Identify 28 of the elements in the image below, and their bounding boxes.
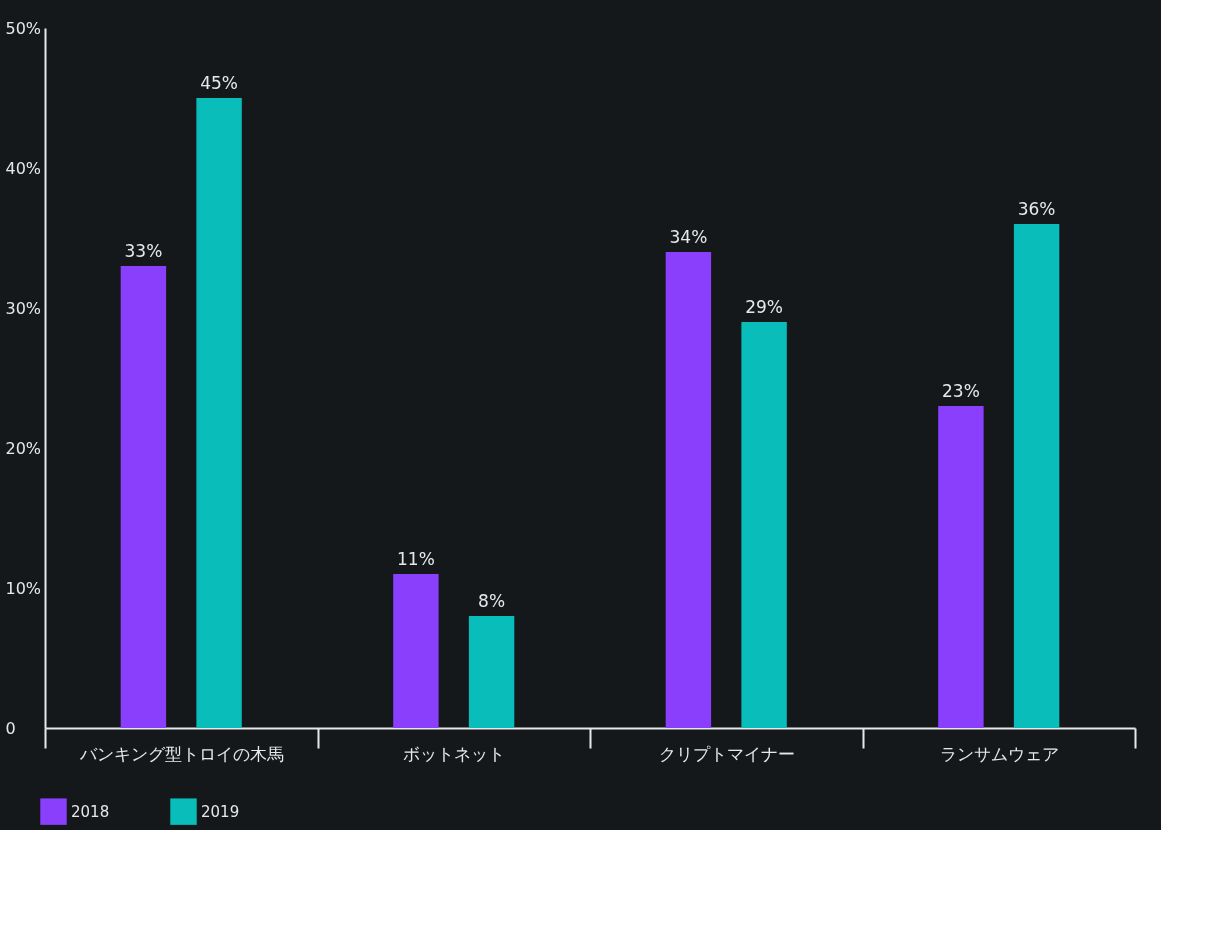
x-tick-label: バンキング型トロイの木馬 xyxy=(78,743,284,764)
y-tick-label: 0 xyxy=(5,718,16,738)
y-tick-label: 50% xyxy=(5,18,42,38)
y-tick-label: 20% xyxy=(5,438,42,458)
data-label: 29% xyxy=(745,297,783,317)
legend-label: 2018 xyxy=(71,802,110,821)
bar xyxy=(393,574,439,728)
bar xyxy=(468,616,515,728)
y-tick-label: 10% xyxy=(5,578,42,598)
x-tick-label: クリプトマイナー xyxy=(658,743,795,764)
data-label: 8% xyxy=(478,591,506,611)
data-label: 11% xyxy=(397,549,435,569)
data-label: 33% xyxy=(124,241,163,261)
data-label: 23% xyxy=(942,381,980,401)
x-tick-label: ランサムウェア xyxy=(939,743,1059,764)
x-tick-label: ボットネット xyxy=(403,743,506,764)
bar xyxy=(741,322,787,728)
bar xyxy=(1013,224,1060,728)
bar xyxy=(196,98,242,728)
bar xyxy=(120,266,167,728)
bar xyxy=(938,406,984,728)
y-tick-label: 30% xyxy=(5,298,42,318)
bar xyxy=(665,252,712,728)
legend-label: 2019 xyxy=(201,802,240,821)
y-tick-label: 40% xyxy=(5,158,42,178)
data-label: 34% xyxy=(669,227,708,247)
data-label: 45% xyxy=(200,73,238,93)
data-label: 36% xyxy=(1017,199,1056,219)
